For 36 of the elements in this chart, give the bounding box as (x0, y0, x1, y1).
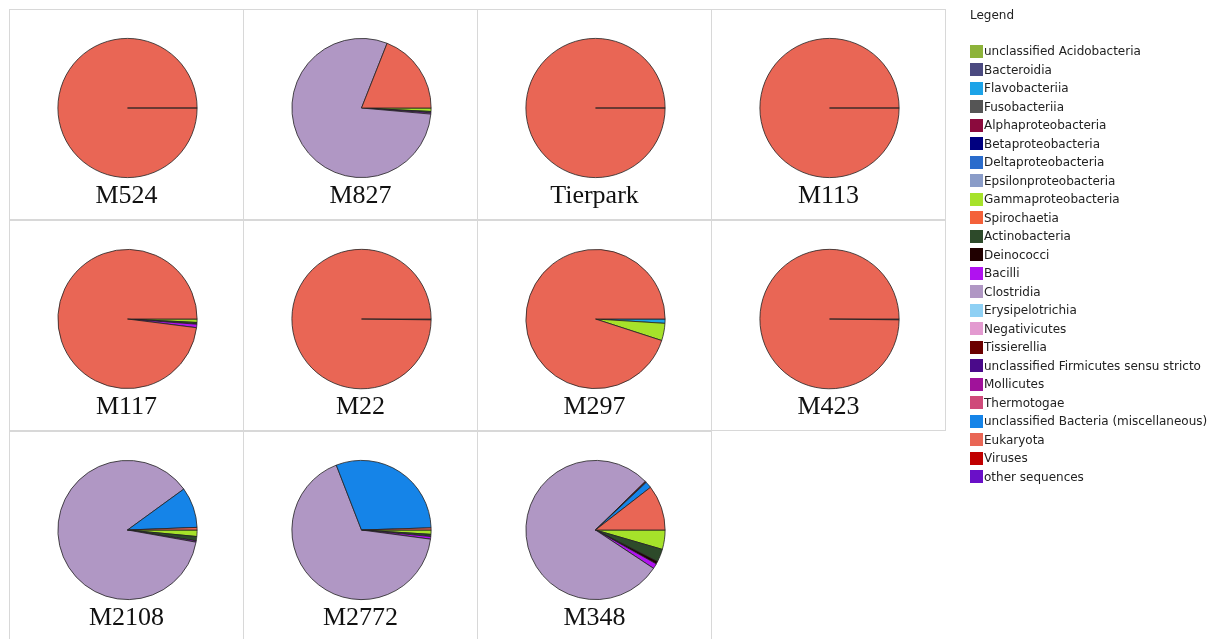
slice-label: Tierpark (549, 180, 640, 210)
legend-label: Tissierellia (984, 340, 1047, 355)
legend-label: Mollicutes (984, 377, 1045, 392)
slice-label: M348 (562, 602, 627, 632)
legend-title: Legend (970, 8, 1016, 22)
slice-label: M827 (328, 180, 393, 210)
slice-label: M22 (334, 391, 387, 421)
legend-label: Clostridia (984, 284, 1041, 299)
legend-label: Actinobacteria (984, 229, 1071, 244)
legend-label: Negativicutes (984, 321, 1067, 336)
slice-label: M2108 (87, 602, 166, 632)
legend-label: Bacilli (984, 266, 1020, 281)
slice-label: M113 (796, 180, 861, 210)
legend-label: Viruses (984, 451, 1028, 466)
legend-label: Erysipelotrichia (984, 303, 1077, 318)
legend-label: other sequences (984, 469, 1084, 484)
legend-label: Betaproteobacteria (984, 136, 1101, 151)
legend-label: Thermotogae (984, 395, 1065, 410)
legend-label: Deltaproteobacteria (984, 155, 1105, 170)
legend-label: Deinococci (984, 247, 1050, 262)
legend-label: Flavobacteriia (984, 81, 1069, 96)
legend-label: unclassified Bacteria (miscellaneous) (984, 414, 1208, 429)
legend-label: unclassified Acidobacteria (984, 44, 1141, 59)
legend-label: Epsilonproteobacteria (984, 173, 1116, 188)
slice-label: M117 (94, 391, 159, 421)
slice-label: M524 (94, 180, 159, 210)
legend-label: Fusobacteriia (984, 99, 1065, 114)
legend-label: Spirochaetia (984, 210, 1059, 225)
legend-label: Eukaryota (984, 432, 1045, 447)
legend-label: Bacteroidia (984, 62, 1052, 77)
slice-label: M297 (562, 391, 627, 421)
slice-label: M423 (796, 391, 861, 421)
legend-label: Alphaproteobacteria (984, 118, 1107, 133)
legend-label: unclassified Firmicutes sensu stricto (984, 358, 1201, 373)
slice-label: M2772 (321, 602, 400, 632)
legend-label: Gammaproteobacteria (984, 192, 1120, 207)
